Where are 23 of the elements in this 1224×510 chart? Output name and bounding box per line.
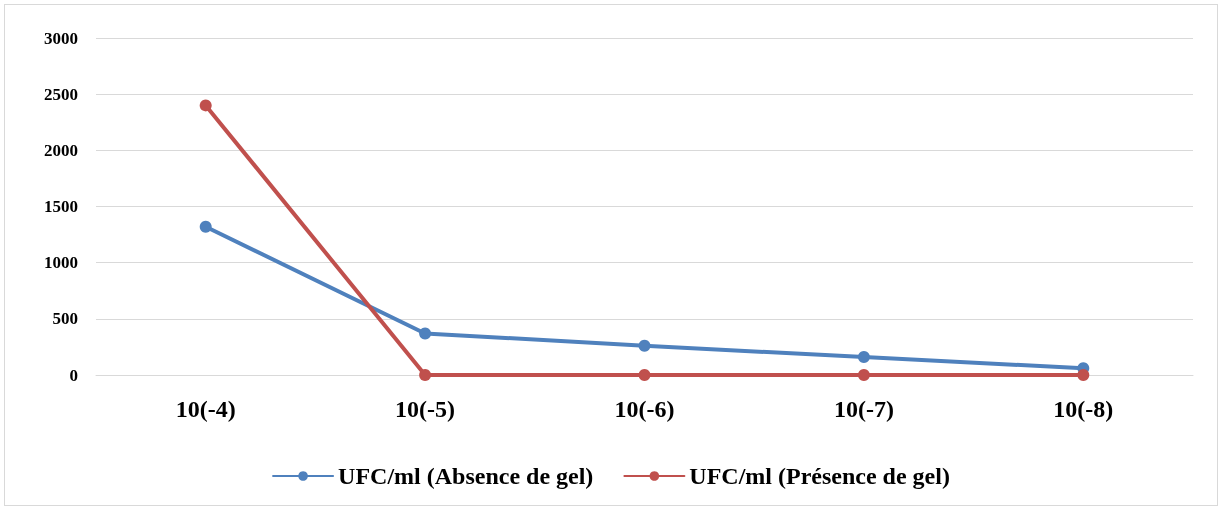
point <box>199 220 212 233</box>
y-tick-label: 2500 <box>44 84 78 104</box>
point <box>419 369 432 381</box>
x-tick-label: 10(-6) <box>614 396 675 422</box>
x-tick-label: 10(-8) <box>1053 396 1114 422</box>
y-tick-label: 3000 <box>44 28 78 48</box>
legend-label: UFC/ml (Absence de gel) <box>338 463 594 489</box>
point <box>638 339 651 352</box>
y-tick-label: 1000 <box>44 253 78 273</box>
y-tick-label: 1500 <box>44 197 78 216</box>
x-tick-label: 10(-5) <box>395 396 456 422</box>
x-tick-label: 10(-7) <box>833 396 894 422</box>
y-tick-label: 2000 <box>44 140 78 160</box>
y-tick-label: 500 <box>52 309 78 329</box>
point <box>857 351 870 364</box>
x-tick-label: 10(-4) <box>175 396 236 422</box>
point <box>1077 369 1090 381</box>
point <box>419 327 432 340</box>
point <box>857 369 870 381</box>
point <box>638 369 651 381</box>
point <box>199 99 212 112</box>
y-tick-label: 0 <box>69 365 78 385</box>
legend-label: UFC/ml (Présence de gel) <box>689 463 950 489</box>
